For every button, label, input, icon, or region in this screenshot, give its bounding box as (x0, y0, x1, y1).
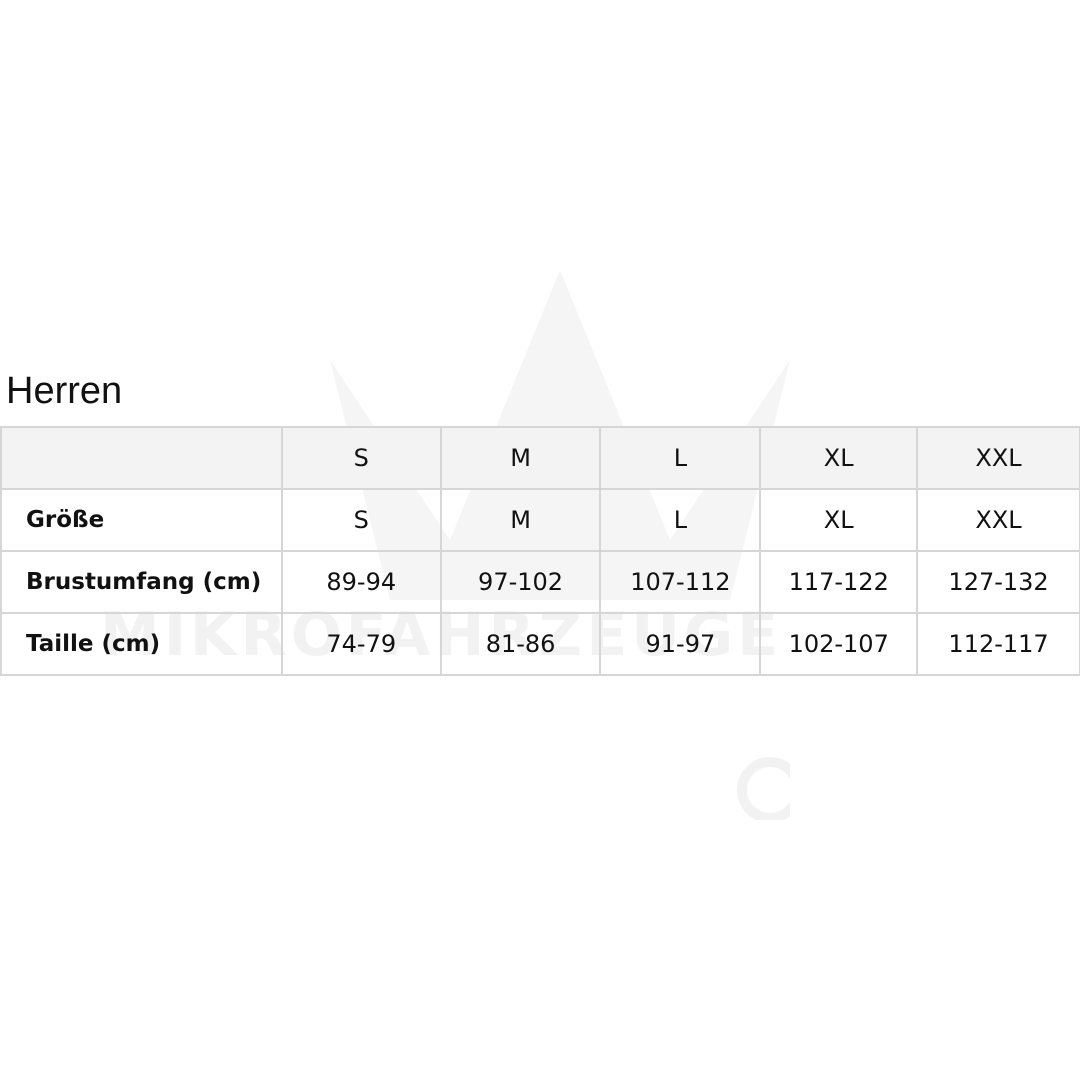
table-cell: XXL (916, 488, 1080, 552)
size-chart-table: S M L XL XXL Größe S M L XL XXL Brustumf… (0, 426, 1080, 676)
table-cell: L (599, 488, 762, 552)
table-cell: 89-94 (280, 550, 442, 614)
header-row: S M L XL XXL (0, 426, 1080, 490)
table-cell: 74-79 (280, 612, 442, 676)
table-cell: 91-97 (599, 612, 762, 676)
header-cell: M (439, 426, 602, 490)
header-cell: XL (759, 426, 919, 490)
table-cell: XL (759, 488, 919, 552)
table-row: Größe S M L XL XXL (0, 488, 1080, 552)
table-cell: 97-102 (439, 550, 602, 614)
table-cell: 81-86 (439, 612, 602, 676)
table-cell: 102-107 (759, 612, 919, 676)
row-label: Brustumfang (cm) (0, 550, 283, 614)
table-cell: S (280, 488, 442, 552)
page-title: Herren (6, 370, 123, 412)
table-cell: M (439, 488, 602, 552)
table-row: Brustumfang (cm) 89-94 97-102 107-112 11… (0, 550, 1080, 614)
header-cell (0, 426, 283, 490)
table-cell: 127-132 (916, 550, 1080, 614)
header-cell: XXL (916, 426, 1080, 490)
table-cell: 107-112 (599, 550, 762, 614)
header-cell: L (599, 426, 762, 490)
row-label: Größe (0, 488, 283, 552)
row-label: Taille (cm) (0, 612, 283, 676)
table-cell: 117-122 (759, 550, 919, 614)
header-cell: S (280, 426, 442, 490)
table-cell: 112-117 (916, 612, 1080, 676)
table-row: Taille (cm) 74-79 81-86 91-97 102-107 11… (0, 612, 1080, 676)
